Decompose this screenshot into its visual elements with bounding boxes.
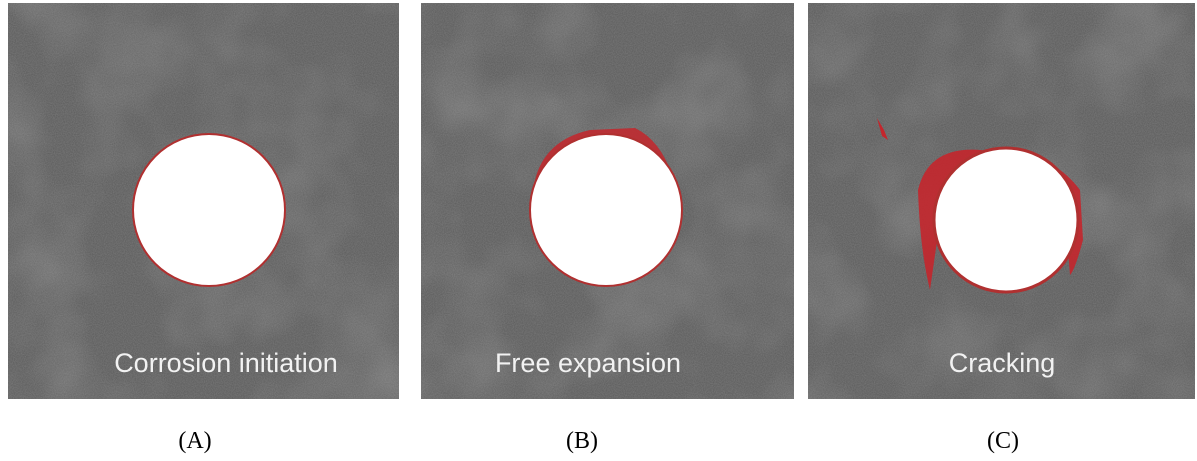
panel-label: (C): [987, 428, 1019, 454]
panel-b: Free expansion: [421, 3, 794, 399]
hole: [934, 148, 1078, 292]
panel-label: (A): [178, 428, 211, 454]
panel-label: (B): [566, 428, 598, 454]
hole: [133, 134, 285, 286]
hole: [530, 134, 682, 286]
figure: Corrosion initiation Free expansion Crac…: [0, 0, 1197, 461]
caption: Free expansion: [495, 348, 681, 378]
panel-c: Cracking: [808, 3, 1195, 399]
caption: Corrosion initiation: [114, 348, 338, 378]
caption: Cracking: [949, 348, 1056, 378]
panel-a: Corrosion initiation: [8, 3, 399, 399]
